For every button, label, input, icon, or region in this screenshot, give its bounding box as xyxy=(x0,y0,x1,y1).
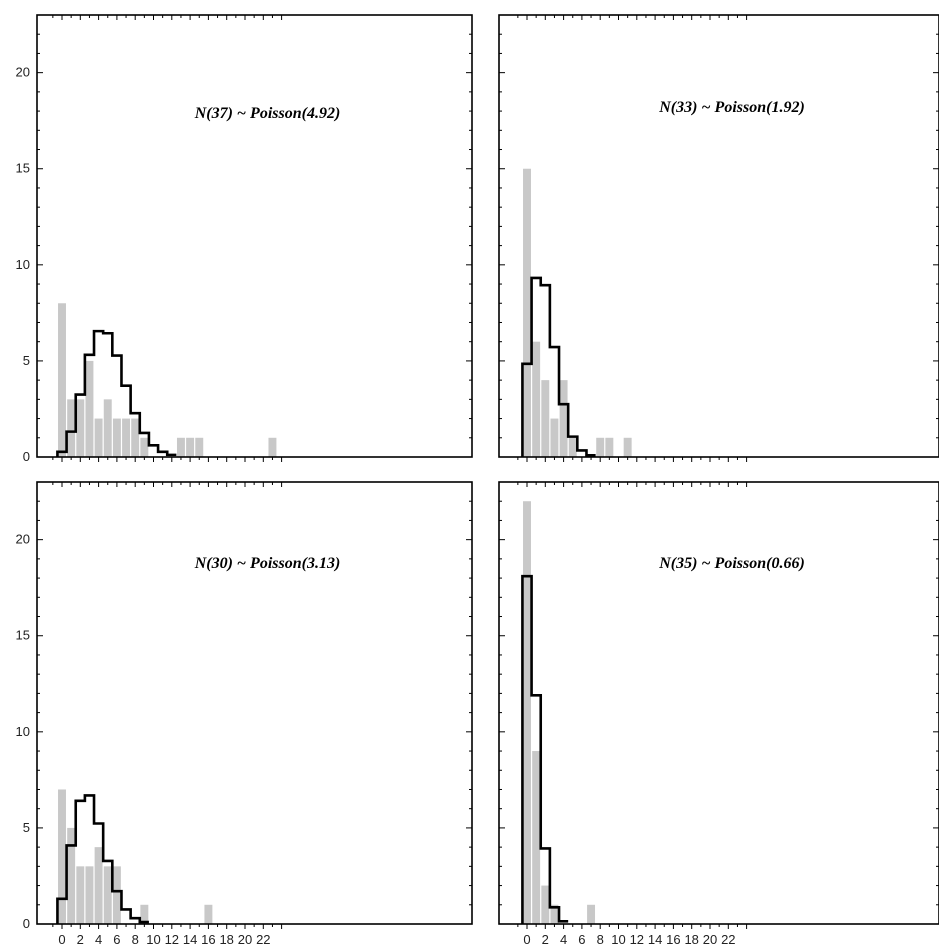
histogram-bar xyxy=(523,168,531,457)
histogram-bar xyxy=(67,827,76,924)
y-tick-label: 0 xyxy=(23,449,30,464)
panel-title: N(33) ~ Poisson(1.92) xyxy=(658,99,805,116)
y-tick-label: 10 xyxy=(16,257,30,272)
poisson-fit-line xyxy=(521,276,596,457)
x-tick-label: 8 xyxy=(132,932,139,947)
x-tick-label: 0 xyxy=(523,932,530,947)
histogram-bar xyxy=(541,885,550,924)
histogram-bar xyxy=(523,501,531,924)
plot-area xyxy=(521,501,596,924)
y-tick-label: 15 xyxy=(16,628,30,643)
x-tick-label: 4 xyxy=(95,932,102,947)
histogram-bar xyxy=(541,380,550,457)
x-tick-label: 10 xyxy=(146,932,160,947)
x-tick-label: 8 xyxy=(597,932,604,947)
histogram-bar xyxy=(623,437,632,457)
x-tick-label: 12 xyxy=(630,932,644,947)
x-tick-label: 0 xyxy=(58,932,65,947)
y-tick-label: 10 xyxy=(16,724,30,739)
y-tick-label: 20 xyxy=(16,532,30,547)
histogram-bar xyxy=(58,303,66,457)
x-tick-label: 2 xyxy=(542,932,549,947)
x-tick-label: 22 xyxy=(256,932,270,947)
histogram-bar xyxy=(532,751,541,924)
plot-frame xyxy=(498,481,939,925)
poisson-fit-line xyxy=(56,794,149,924)
plot-area xyxy=(521,168,632,457)
poisson-fit-line xyxy=(521,574,569,924)
histogram-bar xyxy=(140,437,149,457)
y-tick-label: 5 xyxy=(23,353,30,368)
histogram-bar xyxy=(85,360,94,457)
histogram-bar xyxy=(186,437,195,457)
panel-title: N(35) ~ Poisson(0.66) xyxy=(658,555,805,572)
histogram-bar xyxy=(559,380,568,457)
histogram-bar xyxy=(131,418,140,457)
panel-title: N(37) ~ Poisson(4.92) xyxy=(194,105,341,122)
plot-area xyxy=(56,789,213,924)
x-tick-label: 20 xyxy=(238,932,252,947)
x-tick-label: 16 xyxy=(666,932,680,947)
x-tick-label: 6 xyxy=(578,932,585,947)
histogram-bar xyxy=(550,904,559,924)
x-tick-label: 18 xyxy=(219,932,233,947)
histogram-bar xyxy=(605,437,614,457)
histogram-bar xyxy=(195,437,204,457)
histogram-bar xyxy=(94,847,103,924)
histogram-bar xyxy=(596,437,605,457)
x-tick-label: 14 xyxy=(183,932,197,947)
panel-1: 0 5 10 15 20 N(37) ~ Poisson(4.92) xyxy=(16,14,473,464)
histogram-bar xyxy=(587,904,596,924)
x-tick-label: 14 xyxy=(648,932,662,947)
y-tick-label: 15 xyxy=(16,161,30,176)
histogram-bar xyxy=(532,341,541,457)
histogram-bar xyxy=(85,866,94,924)
plot-area xyxy=(56,303,277,457)
y-tick-label: 0 xyxy=(23,916,30,931)
histogram-bar xyxy=(122,418,131,457)
histogram-bar xyxy=(268,437,277,457)
x-tick-label: 4 xyxy=(560,932,567,947)
x-tick-label: 20 xyxy=(703,932,717,947)
y-tick-label: 5 xyxy=(23,820,30,835)
x-tick-label: 6 xyxy=(113,932,120,947)
x-tick-label: 18 xyxy=(684,932,698,947)
histogram-bar xyxy=(94,418,103,457)
histogram-bar xyxy=(140,904,149,924)
histogram-bar xyxy=(112,866,121,924)
histogram-bar xyxy=(568,437,577,457)
histogram-bar xyxy=(176,437,185,457)
histogram-bar xyxy=(204,904,213,924)
histogram-bar xyxy=(103,399,112,457)
panel-title: N(30) ~ Poisson(3.13) xyxy=(194,555,341,572)
poisson-fit-line xyxy=(56,329,177,457)
histogram-bar xyxy=(103,866,112,924)
panel-2: N(33) ~ Poisson(1.92) xyxy=(498,14,939,462)
histogram-bar xyxy=(550,418,559,457)
x-tick-label: 2 xyxy=(77,932,84,947)
histogram-bar xyxy=(67,399,76,457)
x-tick-label: 16 xyxy=(201,932,215,947)
histogram-bar xyxy=(112,418,121,457)
x-tick-label: 22 xyxy=(721,932,735,947)
histogram-bar xyxy=(76,866,85,924)
x-tick-label: 10 xyxy=(611,932,625,947)
y-tick-label: 20 xyxy=(16,65,30,80)
histogram-bar xyxy=(58,789,66,924)
plot-frame xyxy=(36,14,473,458)
histogram-bar xyxy=(76,399,85,457)
x-tick-label: 12 xyxy=(165,932,179,947)
panel-4: 0 2 4 6 8 10 12 14 16 18 20 22 N(35) ~ Poisson(0.66) xyxy=(498,481,939,947)
